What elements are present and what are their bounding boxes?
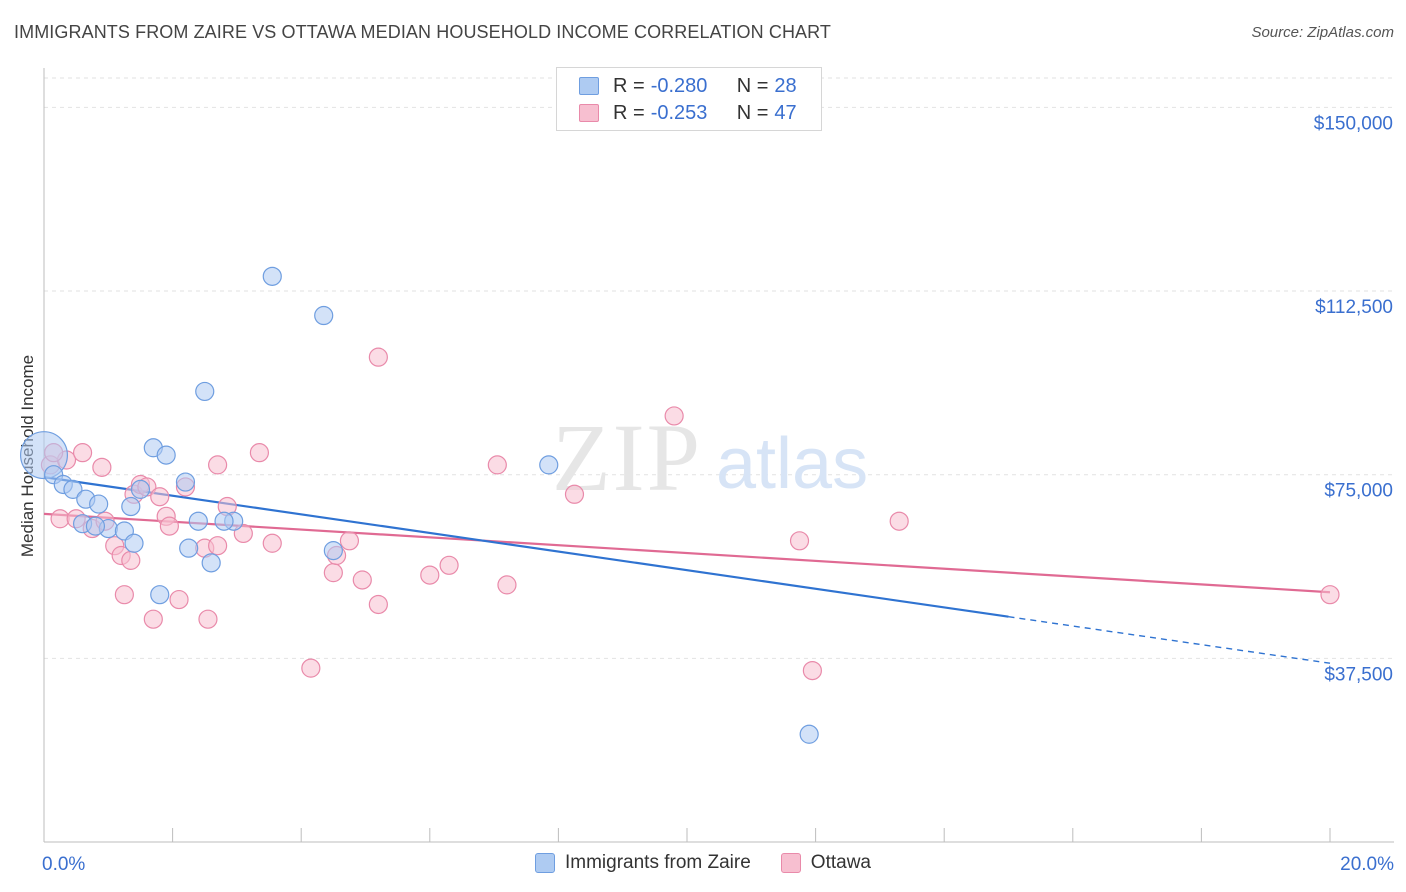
point-zaire bbox=[156, 445, 176, 465]
point-zaire bbox=[89, 494, 109, 514]
r-label: R = bbox=[613, 101, 645, 124]
point-ottawa bbox=[72, 443, 93, 463]
point-zaire bbox=[201, 553, 221, 573]
point-zaire bbox=[262, 266, 282, 286]
zaire-swatch bbox=[579, 77, 599, 95]
point-ottawa bbox=[262, 533, 282, 553]
point-zaire bbox=[314, 305, 334, 326]
trend-lines bbox=[43, 476, 1331, 664]
point-ottawa bbox=[198, 609, 218, 629]
point-ottawa bbox=[121, 550, 141, 570]
n-label: N = bbox=[736, 74, 769, 97]
point-ottawa bbox=[789, 531, 810, 551]
point-ottawa bbox=[169, 589, 189, 610]
chart-title: IMMIGRANTS FROM ZAIRE VS OTTAWA MEDIAN H… bbox=[14, 22, 832, 42]
y-tick-label: $75,000 bbox=[1324, 481, 1393, 502]
stats-row-zaire: R = -0.280 N = 28 bbox=[557, 73, 797, 99]
point-zaire bbox=[323, 541, 343, 561]
n-value: 28 bbox=[774, 74, 797, 97]
point-zaire bbox=[214, 511, 234, 531]
point-ottawa bbox=[802, 660, 822, 681]
point-ottawa bbox=[150, 487, 170, 507]
points-zaire bbox=[20, 266, 819, 744]
stats-legend: R = -0.280 N = 28 R = -0.253 N = 47 bbox=[556, 67, 822, 131]
points-ottawa bbox=[40, 347, 1340, 681]
point-ottawa bbox=[323, 563, 343, 583]
n-value: 47 bbox=[774, 101, 797, 124]
zaire-legend-swatch bbox=[534, 853, 555, 873]
r-value: -0.253 bbox=[650, 101, 708, 124]
point-ottawa bbox=[249, 443, 270, 463]
gridlines bbox=[44, 77, 1394, 659]
ottawa-swatch bbox=[579, 104, 599, 122]
y-tick-label: $112,500 bbox=[1315, 297, 1393, 318]
trend-line-zaire bbox=[43, 476, 1009, 618]
trend-line-ottawa bbox=[43, 512, 1331, 594]
point-ottawa bbox=[889, 511, 909, 531]
point-ottawa bbox=[487, 455, 507, 475]
tick-labels: $37,500 $75,000 $112,500 $150,000 0.0% 20.0% bbox=[42, 113, 1394, 875]
point-zaire bbox=[188, 511, 208, 531]
stats-row-ottawa: R = -0.253 N = 47 bbox=[557, 100, 797, 126]
point-ottawa bbox=[368, 347, 388, 367]
y-tick-label: $150,000 bbox=[1314, 113, 1393, 134]
series-legend: Immigrants from Zaire Ottawa bbox=[0, 852, 1406, 874]
point-ottawa bbox=[664, 406, 684, 426]
point-ottawa bbox=[208, 536, 228, 556]
point-ottawa bbox=[159, 516, 179, 536]
point-ottawa bbox=[339, 531, 360, 551]
point-ottawa bbox=[143, 609, 163, 629]
point-zaire bbox=[130, 479, 151, 499]
watermark: ZIP atlas bbox=[552, 404, 868, 511]
r-label: R = bbox=[613, 74, 645, 97]
point-ottawa bbox=[301, 658, 321, 678]
point-ottawa bbox=[114, 585, 134, 605]
point-ottawa bbox=[1320, 585, 1340, 605]
ottawa-legend-label: Ottawa bbox=[810, 852, 871, 873]
point-zaire bbox=[539, 455, 559, 475]
point-ottawa bbox=[420, 565, 440, 585]
point-ottawa bbox=[439, 555, 459, 575]
source-label: Source: ZipAtlas.com bbox=[1251, 24, 1394, 41]
point-ottawa bbox=[352, 570, 372, 590]
point-zaire bbox=[179, 538, 199, 558]
point-zaire bbox=[175, 472, 196, 492]
point-ottawa bbox=[368, 594, 388, 615]
r-value: -0.280 bbox=[650, 74, 708, 97]
x-tick-label: 20.0% bbox=[1340, 854, 1394, 875]
legend-item-ottawa[interactable]: Ottawa bbox=[780, 852, 871, 874]
point-zaire bbox=[85, 516, 106, 536]
x-tick-label: 0.0% bbox=[42, 854, 85, 875]
point-ottawa bbox=[497, 575, 517, 595]
point-zaire bbox=[150, 585, 170, 605]
watermark-atlas: atlas bbox=[716, 424, 868, 504]
point-zaire bbox=[124, 533, 144, 553]
n-label: N = bbox=[736, 101, 769, 124]
point-ottawa bbox=[92, 457, 112, 477]
trend-line-zaire-extension bbox=[1008, 616, 1331, 664]
legend-item-zaire[interactable]: Immigrants from Zaire bbox=[534, 852, 751, 874]
point-zaire bbox=[799, 724, 819, 744]
point-zaire bbox=[63, 479, 83, 499]
ottawa-legend-swatch bbox=[780, 853, 801, 873]
point-ottawa bbox=[50, 509, 70, 529]
zaire-legend-label: Immigrants from Zaire bbox=[564, 852, 751, 873]
point-zaire bbox=[121, 496, 141, 517]
point-ottawa bbox=[564, 484, 585, 504]
point-ottawa bbox=[208, 455, 228, 475]
y-tick-label: $37,500 bbox=[1324, 664, 1393, 685]
point-zaire bbox=[195, 381, 215, 402]
